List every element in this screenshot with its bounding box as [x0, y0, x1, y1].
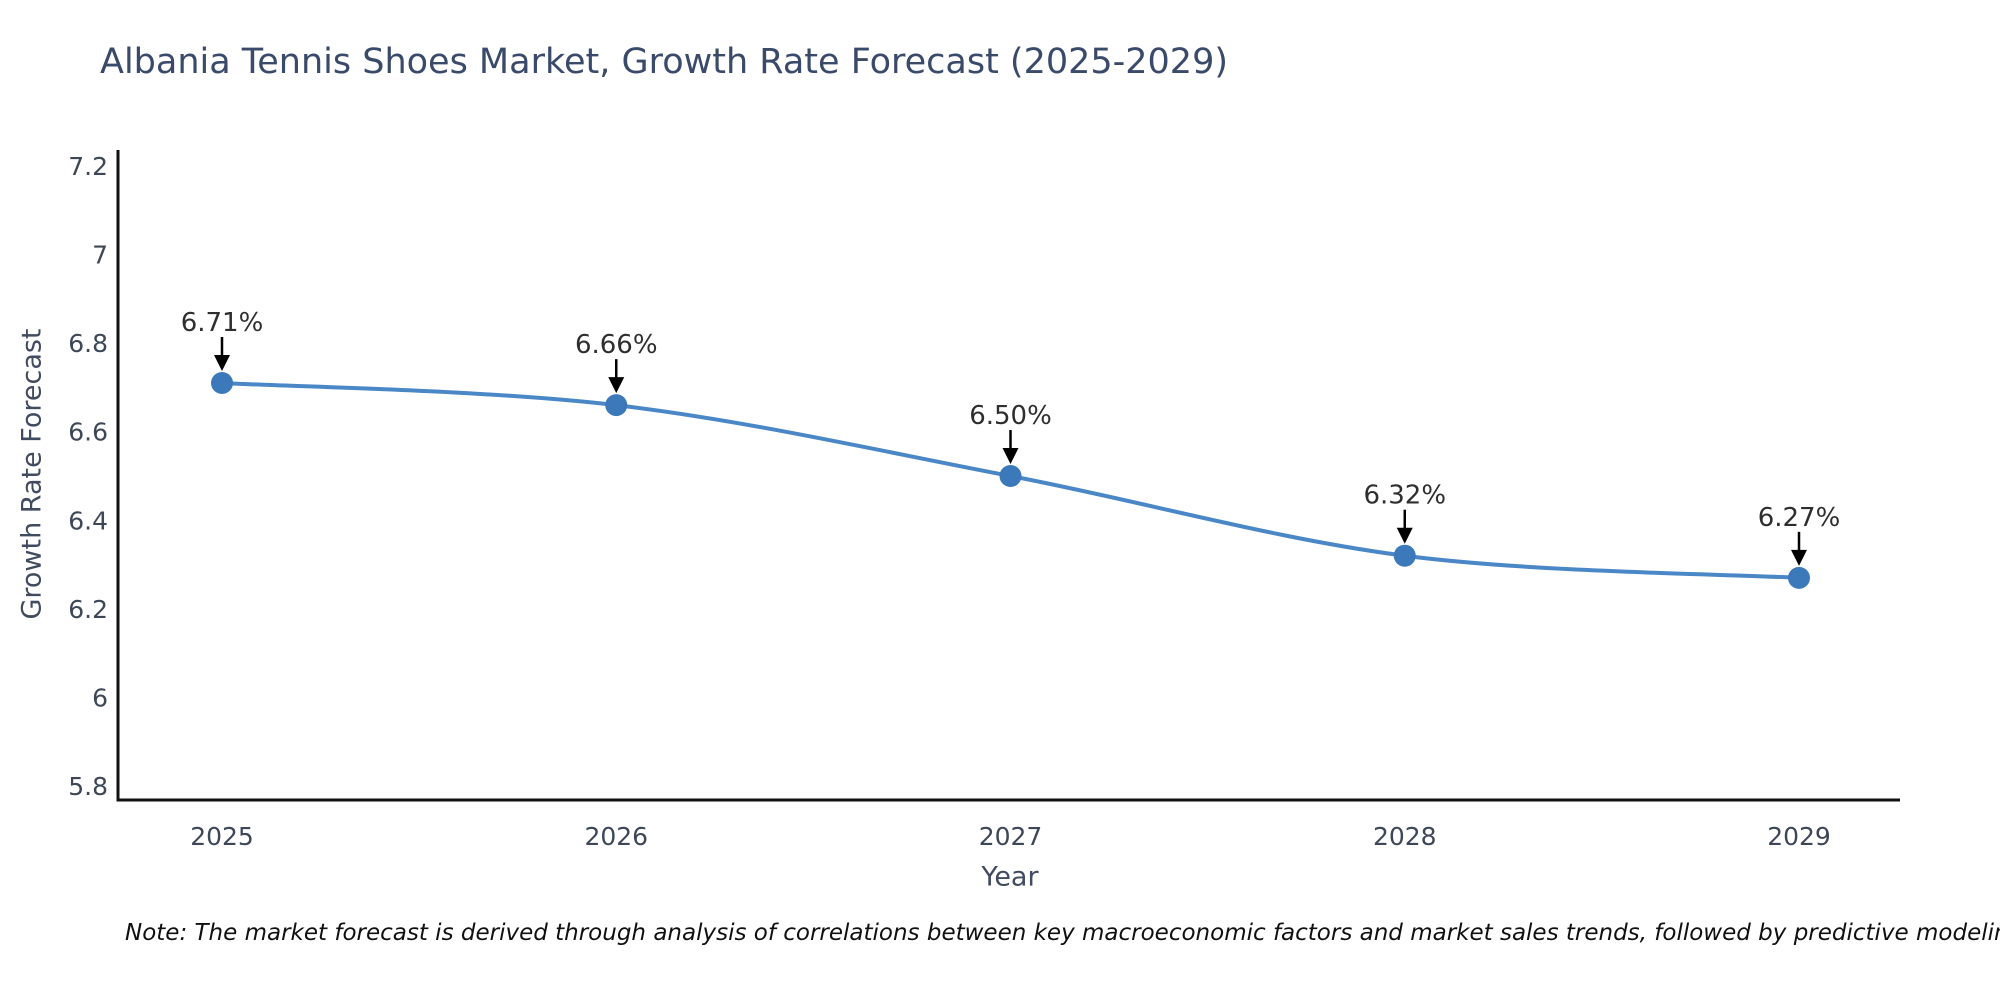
data-point-2029 — [1788, 566, 1810, 589]
y-tick-label: 7.2 — [68, 152, 108, 181]
annotation-arrowhead — [1002, 448, 1019, 464]
data-label: 6.32% — [1363, 481, 1446, 511]
y-tick-label: 6.2 — [68, 595, 108, 624]
y-tick-label: 6.4 — [68, 506, 108, 535]
y-tick-label: 6.6 — [68, 418, 108, 447]
annotation-arrowhead — [608, 377, 625, 394]
x-tick-label: 2027 — [979, 822, 1043, 851]
data-label: 6.71% — [181, 308, 264, 338]
data-label: 6.27% — [1758, 503, 1841, 533]
chart-title: Albania Tennis Shoes Market, Growth Rate… — [100, 42, 1228, 82]
data-point-2027 — [999, 465, 1022, 487]
footnote: Note: The market forecast is derived thr… — [125, 920, 2000, 946]
x-tick-label: 2029 — [1767, 822, 1831, 851]
data-point-2028 — [1393, 544, 1416, 567]
data-point-2026 — [605, 394, 628, 417]
data-point-2025 — [211, 372, 233, 394]
y-tick-label: 7 — [92, 241, 108, 270]
y-tick-label: 5.8 — [68, 772, 108, 801]
annotation-arrowhead — [1396, 527, 1413, 544]
y-tick-label: 6 — [92, 683, 108, 712]
x-tick-label: 2026 — [584, 822, 648, 851]
y-tick-label: 6.8 — [68, 329, 108, 358]
x-tick-label: 2028 — [1373, 822, 1437, 851]
annotation-arrowhead — [214, 355, 230, 371]
data-label: 6.66% — [575, 330, 658, 360]
annotation-arrowhead — [1791, 549, 1807, 566]
x-axis-title: Year — [981, 861, 1039, 893]
x-tick-label: 2025 — [190, 822, 254, 851]
data-label: 6.50% — [969, 401, 1052, 431]
